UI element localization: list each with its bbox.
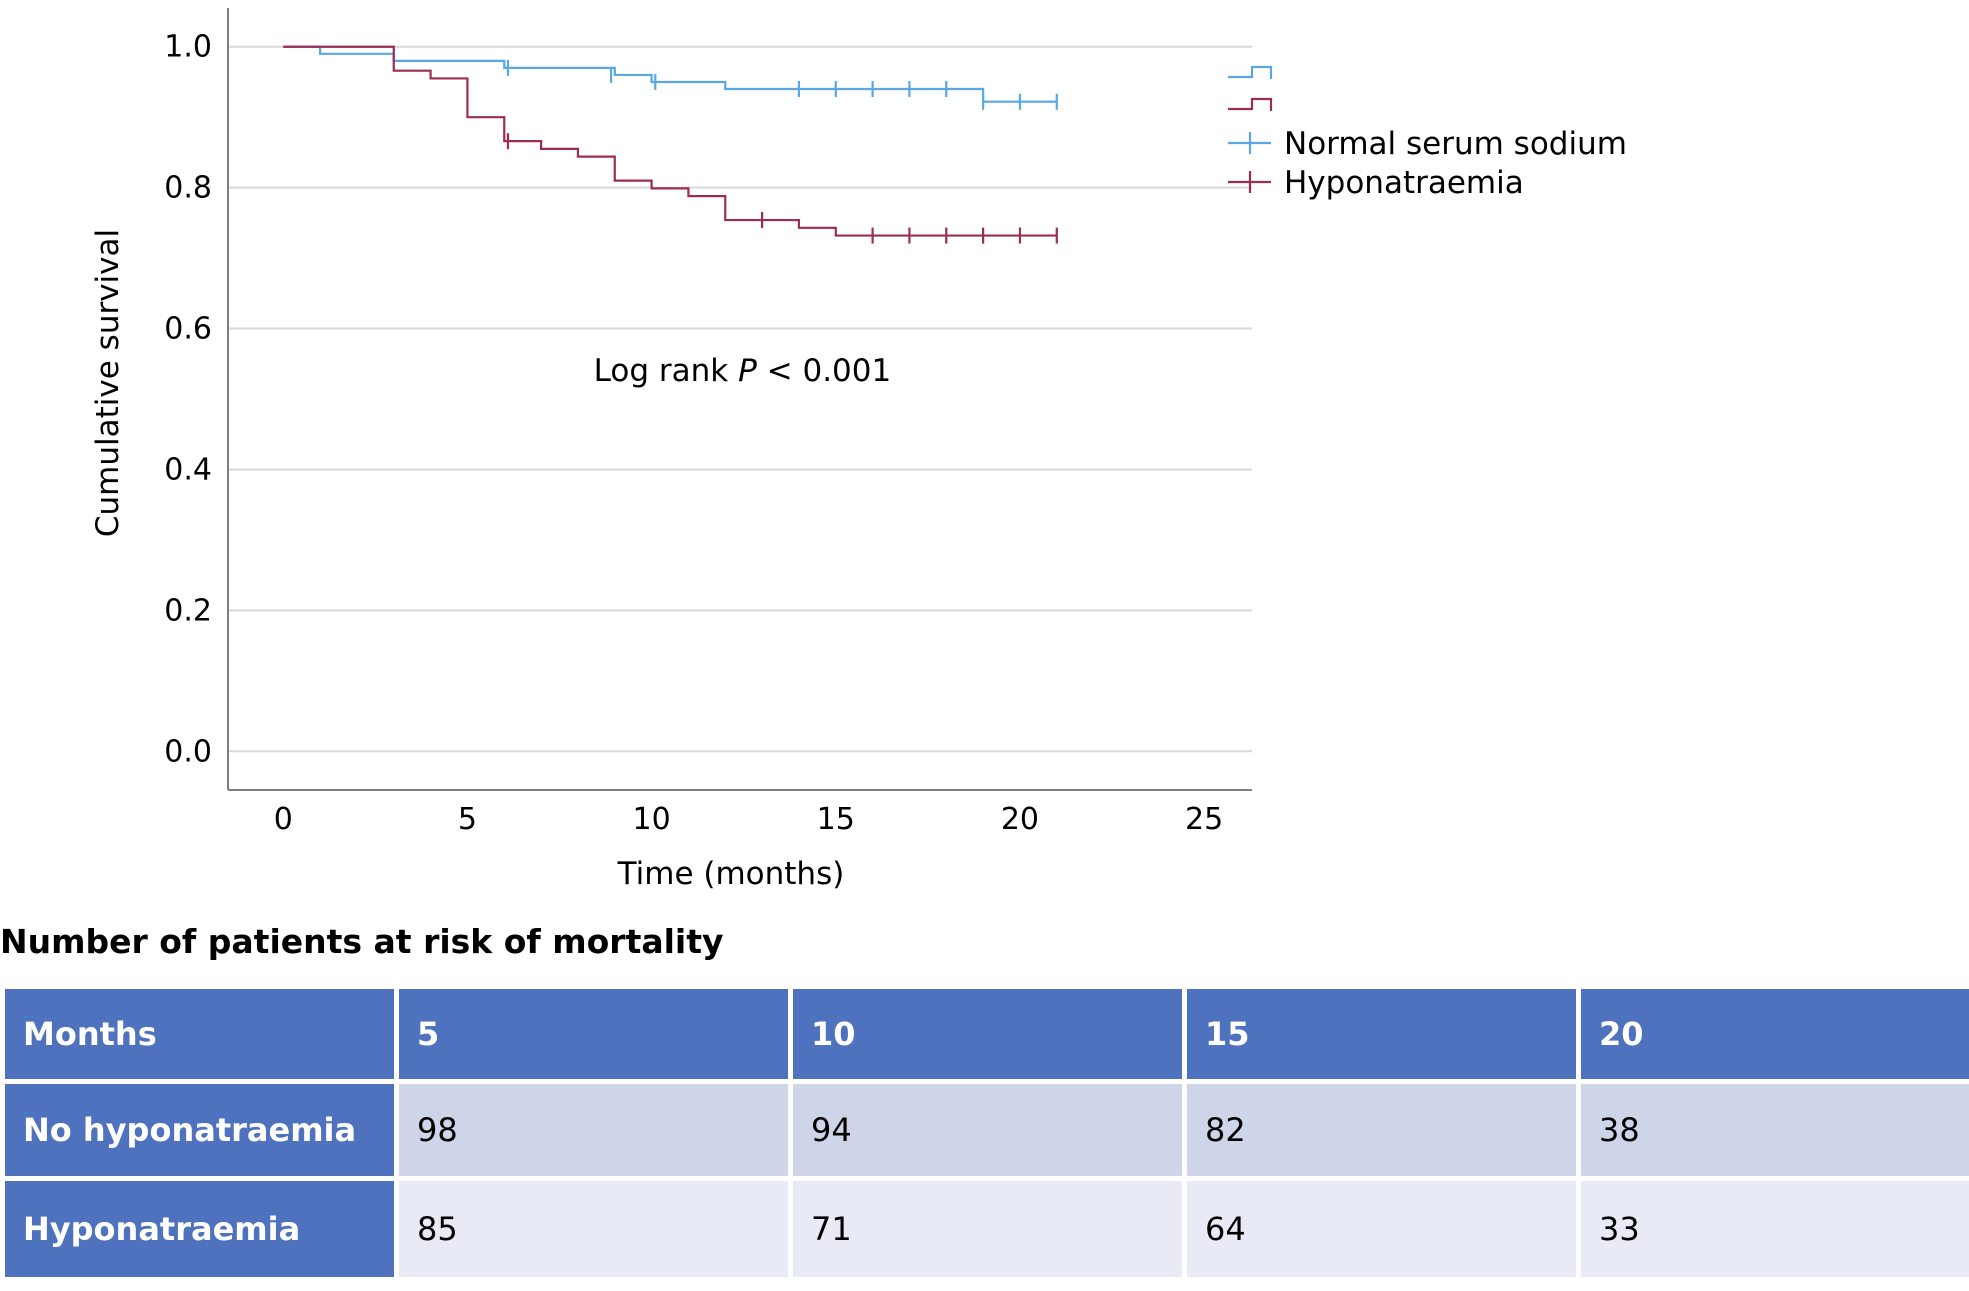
series-line-0 [283,45,1057,103]
x-tick-label: 15 [817,802,855,837]
x-tick-label: 20 [1001,802,1039,837]
row-label: Hyponatraemia [0,1176,399,1282]
log-rank-p: P [738,353,757,389]
x-tick-label: 10 [633,802,671,837]
header-cell-20: 20 [1576,984,1969,1084]
y-tick-label: 0.8 [164,171,212,206]
x-tick-label: 25 [1185,802,1223,837]
risk-table-title: Number of patients at risk of mortality [0,922,724,961]
table-cell: 71 [788,1176,1187,1282]
y-tick-label: 0.0 [164,734,212,769]
gridlines [228,45,1252,753]
x-tick-label: 0 [274,802,293,837]
y-tick-label: 0.6 [164,312,212,347]
header-cell-months: Months [0,984,399,1084]
legend-label-0: Normal serum sodium [1284,126,1627,162]
table-row-no-hyponatraemia: No hyponatraemia 98 94 82 38 [0,1079,1969,1181]
x-axis-title: Time (months) [617,856,845,892]
log-rank-prefix: Log rank [594,353,738,389]
y-tick-label: 1.0 [164,30,212,65]
row-label: No hyponatraemia [0,1079,399,1181]
risk-table-header-row: Months 5 10 15 20 [0,984,1969,1084]
y-tick-label: 0.2 [164,593,212,628]
table-cell: 64 [1182,1176,1581,1282]
table-cell: 98 [394,1079,793,1181]
table-cell: 33 [1576,1176,1969,1282]
log-rank-annotation: Log rank P < 0.001 [594,353,892,389]
survival-chart: 0.0 0.2 0.4 0.6 0.8 1.0 0 5 10 15 20 25 Normal seru… [90,8,1627,892]
axes: 0.0 0.2 0.4 0.6 0.8 1.0 0 5 10 15 20 25 [164,8,1252,837]
table-cell: 38 [1576,1079,1969,1181]
log-rank-suffix: < 0.001 [757,353,891,389]
table-row-hyponatraemia: Hyponatraemia 85 71 64 33 [0,1176,1969,1282]
header-cell-5: 5 [394,984,793,1084]
legend-label-1: Hyponatraemia [1284,165,1524,201]
y-tick-label: 0.4 [164,452,212,487]
table-cell: 94 [788,1079,1187,1181]
header-cell-10: 10 [788,984,1187,1084]
x-tick-label: 5 [458,802,477,837]
legend-step-swatch-0 [1228,65,1273,79]
y-axis-title: Cumulative survival [90,229,126,537]
series-layer [283,45,1058,244]
legend-step-swatch-1 [1228,97,1273,111]
table-cell: 82 [1182,1079,1581,1181]
table-cell: 85 [394,1176,793,1282]
series-line-1 [283,45,1057,237]
risk-table: Months 5 10 15 20 No hyponatraemia 98 94… [0,984,1969,1282]
header-cell-15: 15 [1182,984,1581,1084]
